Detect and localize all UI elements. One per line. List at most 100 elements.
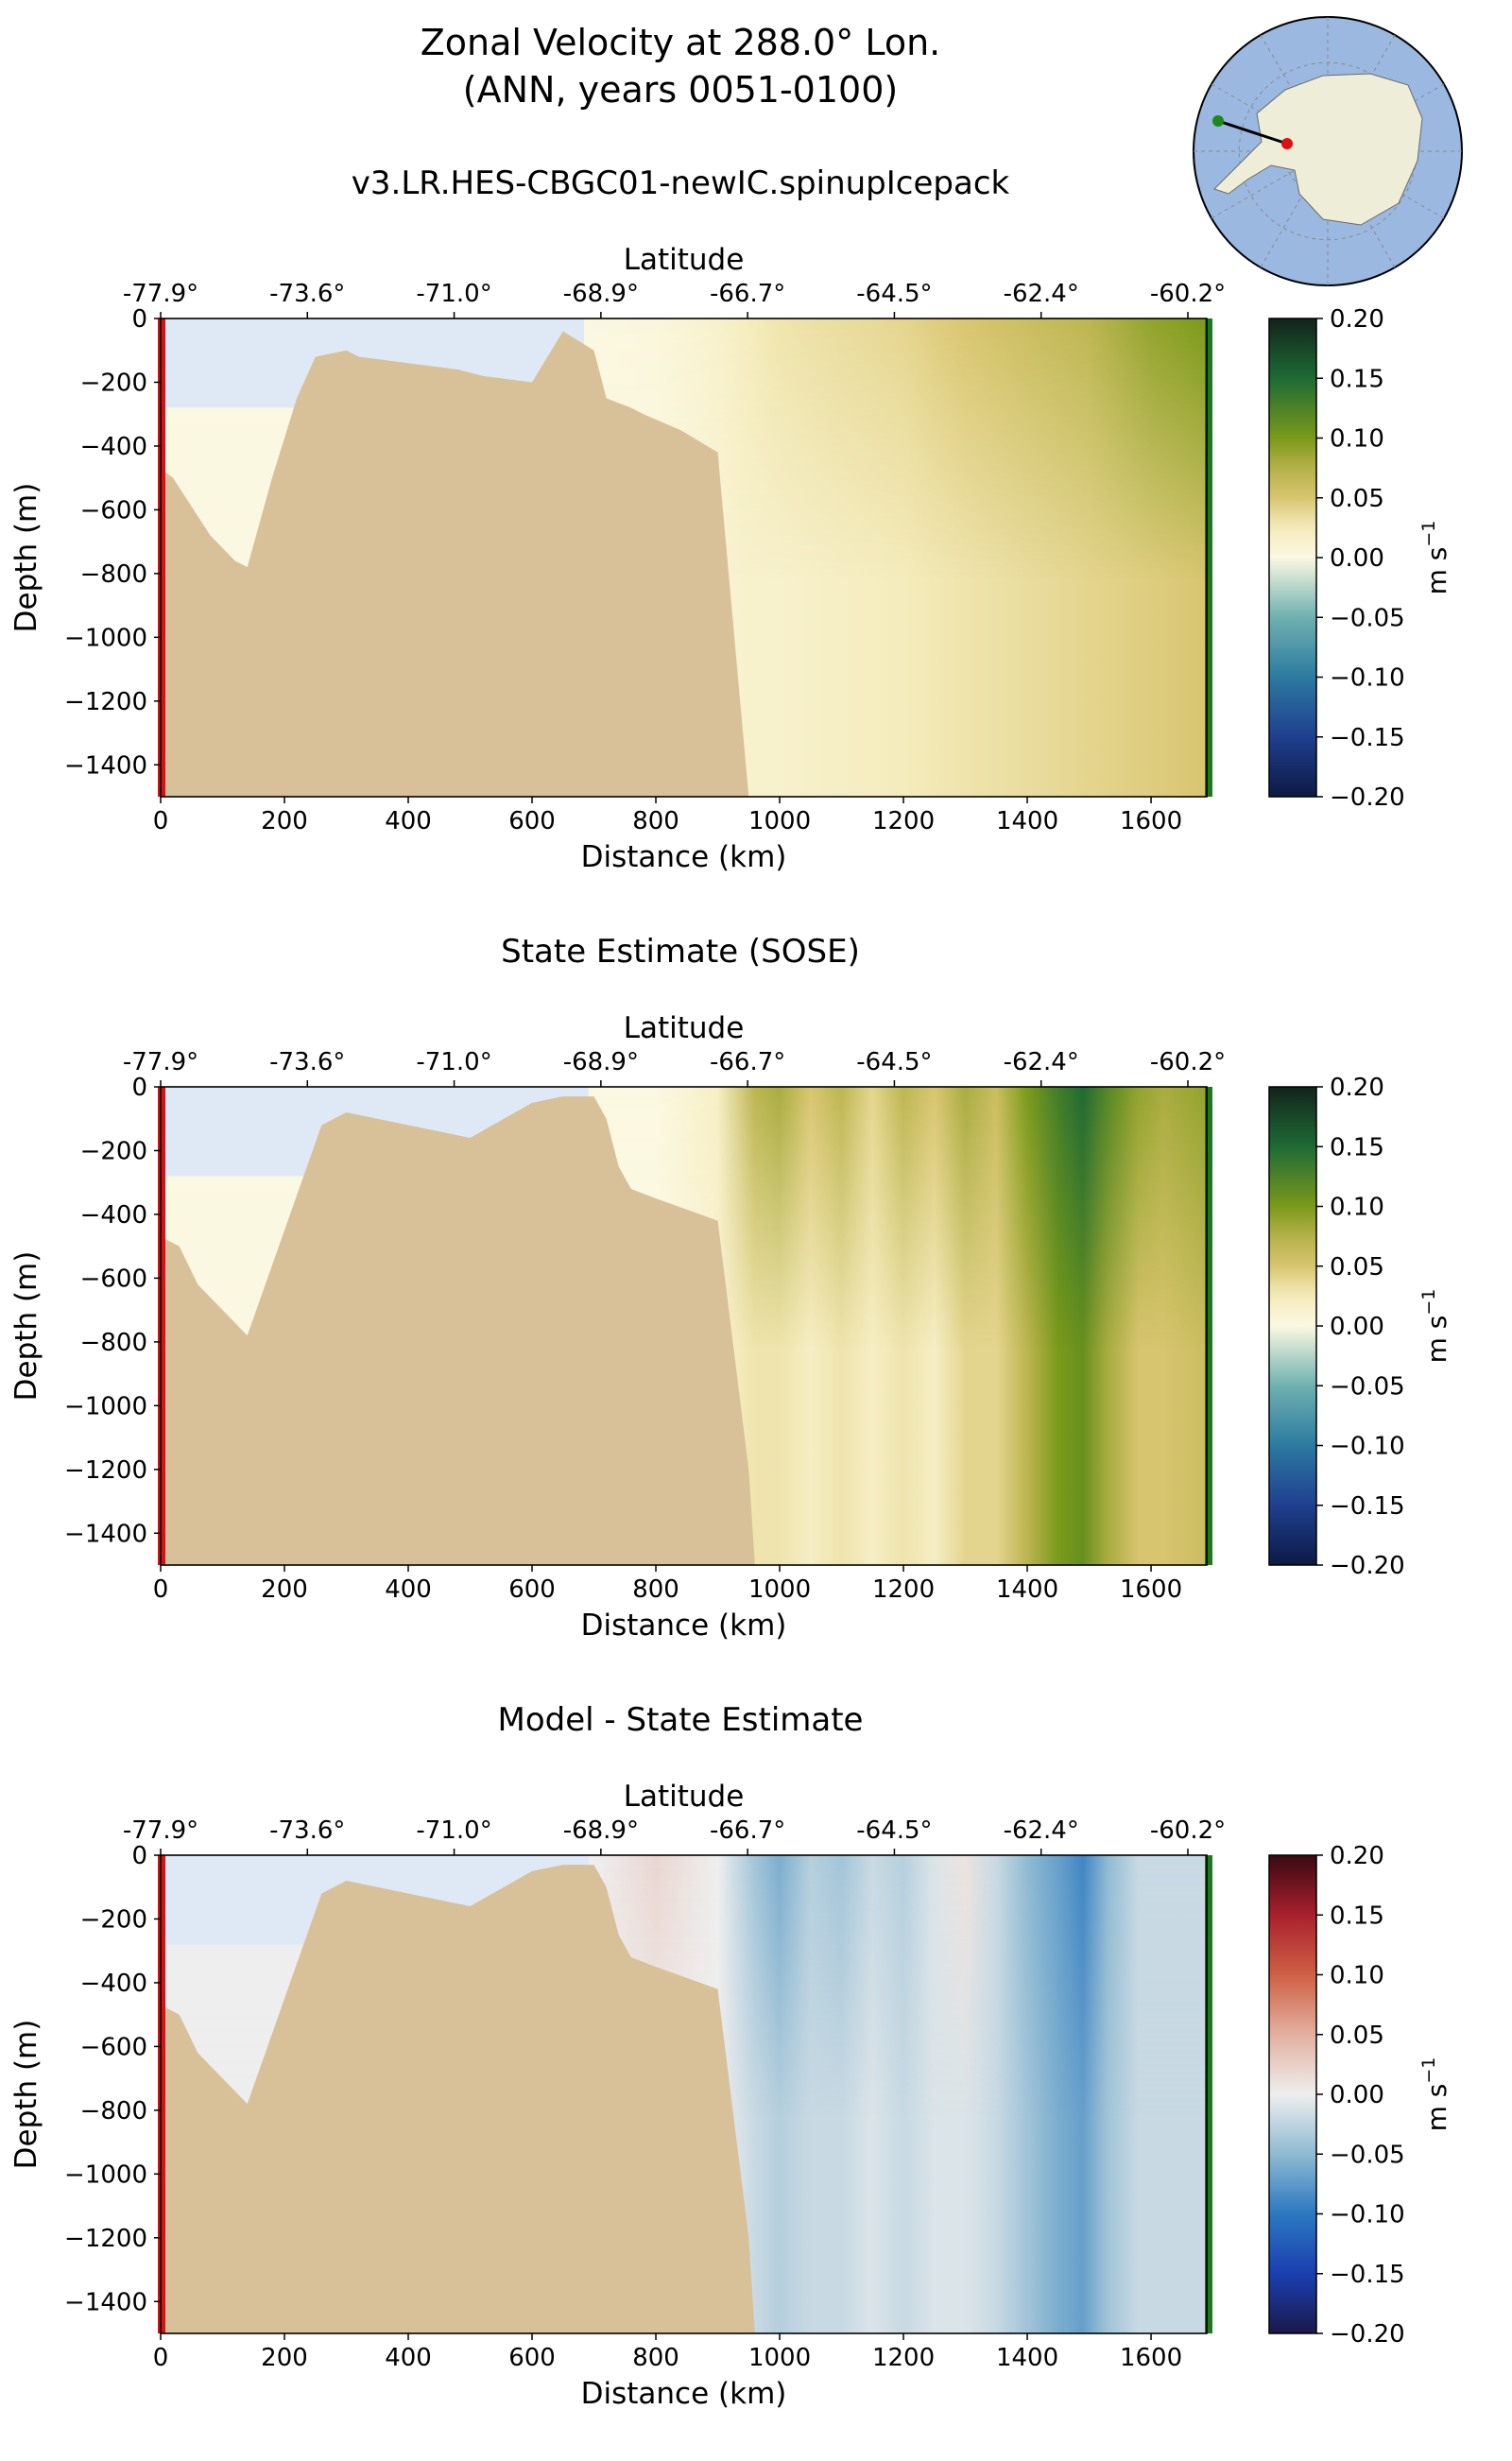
colorbar-tick-label: −0.15: [1330, 2261, 1405, 2289]
plot-area: [161, 318, 1207, 797]
lat-tick-label: -62.4°: [1004, 280, 1079, 308]
panel-title: v3.LR.HES-CBGC01-newIC.spinupIcepack: [352, 164, 1010, 202]
lat-tick-label: -73.6°: [269, 280, 345, 308]
inset-transect-start-marker: [1212, 115, 1224, 127]
y-tick-label: −800: [80, 1329, 147, 1357]
top-axis-label: Latitude: [624, 1780, 745, 1814]
x-axis-label: Distance (km): [581, 2377, 787, 2411]
y-tick-label: −800: [80, 2097, 147, 2125]
x-tick-label: 400: [385, 2344, 432, 2372]
lat-tick-label: -60.2°: [1150, 1048, 1226, 1076]
lat-tick-label: -68.9°: [563, 280, 639, 308]
lat-tick-label: -68.9°: [563, 1816, 639, 1845]
lat-tick-label: -73.6°: [269, 1048, 345, 1076]
inset-transect-line: [1217, 119, 1288, 146]
figure-title-line1: Zonal Velocity at 288.0° Lon.: [421, 22, 940, 63]
x-tick-label: 200: [261, 807, 308, 835]
y-tick-label: −1200: [64, 1456, 147, 1485]
lat-tick-label: -66.7°: [710, 280, 785, 308]
y-axis-label: Depth (m): [9, 1251, 43, 1402]
colorbar-tick-label: 0.20: [1330, 305, 1384, 334]
x-tick-label: 800: [632, 807, 679, 835]
colorbar: [1268, 1086, 1317, 1566]
y-axis-label: Depth (m): [9, 483, 43, 633]
y-tick-label: −1000: [64, 2160, 147, 2189]
y-tick-label: −400: [80, 433, 147, 461]
colorbar-tick-label: −0.05: [1330, 2141, 1405, 2169]
panel-2: State Estimate (SOSE) 0 200 400 600 800 1000 12…: [9, 933, 1452, 1643]
lat-tick-label: -77.9°: [123, 280, 198, 308]
y-tick-label: 0: [131, 1074, 147, 1102]
x-tick-label: 1000: [748, 2344, 811, 2372]
colorbar: [1268, 318, 1317, 798]
x-tick-label: 1600: [1120, 807, 1182, 835]
y-tick-label: 0: [131, 1842, 147, 1870]
y-tick-label: −200: [80, 1905, 147, 1934]
colorbar-tick-label: −0.10: [1330, 1433, 1405, 1461]
y-tick-label: −1200: [64, 2225, 147, 2253]
colorbar-tick-label: 0.00: [1330, 2081, 1384, 2109]
inset-transect-end-marker: [1281, 138, 1293, 149]
lat-tick-label: -66.7°: [710, 1048, 785, 1076]
x-tick-label: 1200: [872, 807, 935, 835]
colorbar-tick-label: 0.05: [1330, 1253, 1384, 1282]
x-tick-label: 1600: [1120, 1575, 1182, 1604]
lat-tick-label: -68.9°: [563, 1048, 639, 1076]
x-axis-label: Distance (km): [581, 840, 787, 874]
colorbar-tick-label: 0.20: [1330, 1074, 1384, 1102]
colorbar-tick-label: 0.10: [1330, 1962, 1384, 1990]
x-tick-label: 200: [261, 1575, 308, 1604]
x-tick-label: 600: [508, 1575, 556, 1604]
x-tick-label: 1000: [748, 807, 811, 835]
transect-start-bar: [158, 318, 165, 797]
colorbar-tick-label: 0.05: [1330, 485, 1384, 513]
lat-tick-label: -73.6°: [269, 1816, 345, 1845]
colorbar-tick-label: 0.05: [1330, 2022, 1384, 2050]
y-tick-label: −1400: [64, 2288, 147, 2316]
y-tick-label: −600: [80, 496, 147, 525]
x-tick-label: 400: [385, 807, 432, 835]
transect-end-bar: [1205, 318, 1212, 797]
y-tick-label: 0: [131, 305, 147, 334]
colorbar-units-label: m s−1: [1418, 521, 1452, 595]
colorbar-tick-label: 0.00: [1330, 544, 1384, 573]
colorbar: [1268, 1854, 1317, 2334]
colorbar-tick-label: 0.15: [1330, 1902, 1384, 1930]
transect-end-bar: [1205, 1087, 1212, 1565]
x-tick-label: 1200: [872, 2344, 935, 2372]
x-tick-label: 0: [153, 1575, 169, 1604]
y-tick-label: −200: [80, 1137, 147, 1165]
lat-tick-label: -64.5°: [856, 1048, 932, 1076]
y-tick-label: −200: [80, 369, 147, 397]
inset-antarctica: [1213, 73, 1423, 226]
plot-frame: [160, 1086, 1208, 1566]
lat-tick-label: -60.2°: [1150, 1816, 1226, 1845]
x-tick-label: 1600: [1120, 2344, 1182, 2372]
colorbar-units-label: m s−1: [1418, 2057, 1452, 2132]
x-tick-label: 800: [632, 2344, 679, 2372]
lat-tick-label: -64.5°: [856, 1816, 932, 1845]
colorbar-tick-label: −0.20: [1330, 2320, 1405, 2349]
bathymetry-land: [161, 1865, 755, 2333]
lat-tick-label: -77.9°: [123, 1048, 198, 1076]
y-tick-label: −1200: [64, 688, 147, 716]
plot-area: [161, 1087, 1207, 1565]
lat-tick-label: -71.0°: [416, 280, 491, 308]
x-tick-label: 1400: [996, 807, 1058, 835]
colorbar-tick-label: −0.05: [1330, 604, 1405, 632]
lat-tick-label: -60.2°: [1150, 280, 1226, 308]
panel-title: Model - State Estimate: [498, 1701, 864, 1739]
x-tick-label: 1400: [996, 1575, 1058, 1604]
colorbar-tick-label: −0.15: [1330, 1492, 1405, 1521]
lat-tick-label: -71.0°: [416, 1816, 491, 1845]
colorbar-tick-label: 0.15: [1330, 365, 1384, 393]
x-tick-label: 1000: [748, 1575, 811, 1604]
y-tick-label: −1400: [64, 1520, 147, 1548]
transect-end-bar: [1205, 1855, 1212, 2333]
panel-1: v3.LR.HES-CBGC01-newIC.spinupIcepack 0 200…: [9, 164, 1452, 874]
colorbar-tick-label: −0.20: [1330, 1552, 1405, 1580]
y-tick-label: −800: [80, 560, 147, 589]
x-tick-label: 200: [261, 2344, 308, 2372]
